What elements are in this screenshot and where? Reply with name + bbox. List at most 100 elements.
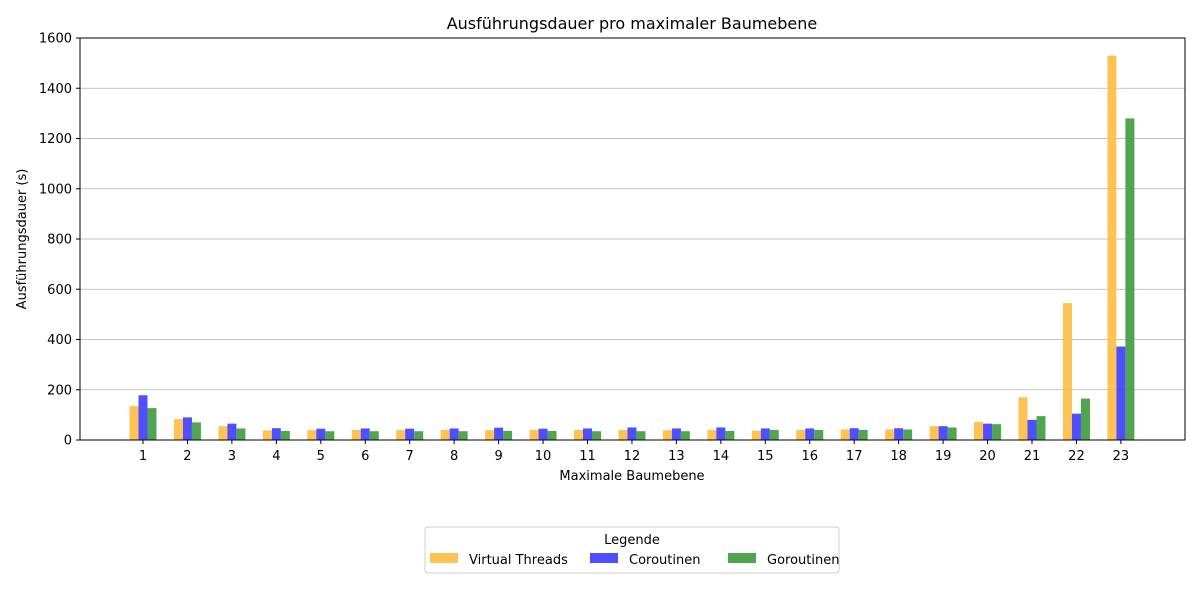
bar-goroutinen-4 [280, 430, 290, 440]
bar-coroutinen-3 [227, 423, 237, 440]
y-tick-label: 1200 [39, 132, 72, 147]
bar-coroutinen-23 [1116, 346, 1126, 440]
bar-coroutinen-20 [983, 423, 993, 440]
bar-goroutinen-5 [325, 431, 335, 440]
bar-goroutinen-11 [592, 431, 601, 440]
bar-coroutinen-4 [271, 428, 281, 440]
x-tick-label: 19 [935, 449, 952, 464]
bar-virtual-threads-19 [929, 426, 939, 440]
bar-virtual-threads-7 [396, 429, 406, 440]
bar-coroutinen-17 [849, 428, 859, 440]
bar-goroutinen-15 [769, 429, 779, 440]
y-axis-title: Ausführungsdauer (s) [15, 169, 30, 310]
x-tick-label: 16 [801, 449, 818, 464]
x-tick-label: 10 [535, 449, 552, 464]
bar-goroutinen-10 [547, 430, 557, 440]
plot-frame [79, 37, 1186, 441]
chart-title: Ausführungsdauer pro maximaler Baumebene [447, 14, 818, 33]
x-tick-label: 7 [406, 449, 414, 464]
bar-coroutinen-5 [316, 428, 326, 440]
x-tick-label: 2 [183, 449, 191, 464]
bar-goroutinen-6 [369, 431, 379, 440]
bar-coroutinen-2 [182, 417, 192, 440]
bar-coroutinen-11 [583, 428, 592, 440]
bar-goroutinen-22 [1080, 398, 1090, 440]
x-tick-label: 17 [846, 449, 863, 464]
legend-swatch [590, 553, 618, 563]
x-tick-label: 9 [494, 449, 502, 464]
legend-title: Legende [604, 533, 660, 548]
legend-label: Virtual Threads [469, 553, 568, 568]
bar-goroutinen-18 [903, 429, 913, 440]
bar-virtual-threads-17 [840, 429, 850, 440]
legend: Legende Virtual Threads Coroutinen Gorouti… [424, 526, 840, 574]
bar-coroutinen-6 [360, 428, 370, 440]
legend-swatch [728, 553, 756, 563]
x-tick-label: 8 [450, 449, 458, 464]
grid-lines [80, 37, 1185, 391]
bar-virtual-threads-12 [618, 429, 628, 440]
bar-virtual-threads-1 [129, 406, 139, 440]
y-tick-label: 800 [47, 233, 72, 248]
legend-label: Coroutinen [629, 553, 700, 568]
x-tick-label: 22 [1068, 449, 1085, 464]
bar-coroutinen-19 [938, 426, 948, 440]
bar-coroutinen-15 [760, 428, 770, 440]
bar-virtual-threads-14 [707, 429, 717, 440]
x-tick-label: 14 [713, 449, 730, 464]
x-tick-label: 1 [139, 449, 147, 464]
x-tick-label: 4 [272, 449, 280, 464]
bar-virtual-threads-6 [351, 429, 361, 440]
x-tick-label: 18 [890, 449, 907, 464]
x-tick-label: 3 [228, 449, 236, 464]
bar-goroutinen-2 [191, 422, 201, 440]
bar-coroutinen-22 [1071, 413, 1081, 440]
bar-goroutinen-3 [236, 428, 246, 440]
bar-coroutinen-21 [1027, 419, 1037, 440]
bar-virtual-threads-11 [574, 429, 583, 440]
bar-virtual-threads-5 [307, 430, 317, 440]
bar-coroutinen-7 [405, 428, 415, 440]
y-tick-label: 200 [47, 383, 72, 398]
bar-virtual-threads-4 [262, 430, 272, 440]
bar-coroutinen-1 [138, 395, 148, 440]
bar-coroutinen-18 [894, 428, 904, 440]
x-tick-label: 6 [361, 449, 369, 464]
x-tick-label: 11 [579, 449, 596, 464]
bar-coroutinen-16 [805, 428, 815, 440]
bar-virtual-threads-3 [218, 426, 228, 440]
bar-goroutinen-8 [458, 431, 468, 440]
y-tick-label: 1000 [39, 182, 72, 197]
x-axis-title: Maximale Baumebene [559, 469, 704, 484]
bar-coroutinen-10 [538, 428, 548, 440]
bar-coroutinen-8 [449, 428, 459, 440]
legend-label: Goroutinen [767, 553, 839, 568]
y-tick-label: 1600 [39, 32, 72, 47]
x-tick-label: 15 [757, 449, 774, 464]
x-tick-label: 21 [1024, 449, 1041, 464]
bar-goroutinen-7 [414, 431, 424, 440]
bar-virtual-threads-2 [173, 419, 183, 440]
y-tick-label: 0 [64, 434, 72, 449]
bar-virtual-threads-15 [751, 430, 761, 440]
bar-virtual-threads-18 [885, 429, 895, 440]
bar-goroutinen-21 [1036, 416, 1046, 440]
bar-goroutinen-19 [947, 427, 957, 440]
x-tick-label: 12 [624, 449, 641, 464]
x-tick-label: 13 [668, 449, 685, 464]
bar-virtual-threads-23 [1107, 55, 1117, 441]
bar-coroutinen-13 [671, 428, 681, 440]
bars [129, 55, 1135, 441]
x-tick-label: 5 [317, 449, 325, 464]
bar-virtual-threads-10 [529, 429, 539, 440]
bar-goroutinen-13 [680, 431, 690, 440]
y-tick-label: 600 [47, 283, 72, 298]
bar-coroutinen-14 [716, 427, 726, 440]
bar-virtual-threads-13 [662, 430, 672, 440]
bar-coroutinen-12 [627, 427, 637, 440]
bar-virtual-threads-21 [1018, 397, 1028, 440]
bar-virtual-threads-8 [440, 429, 450, 440]
